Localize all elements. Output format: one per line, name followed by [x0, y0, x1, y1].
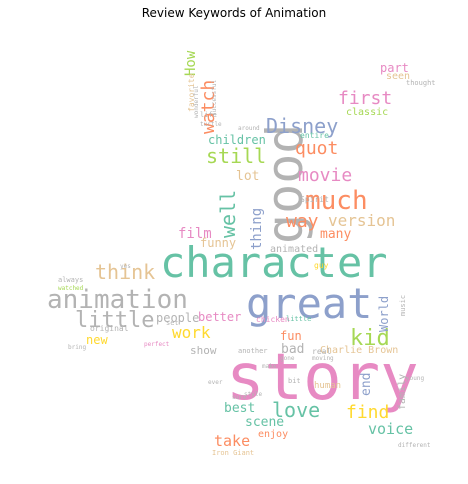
word-better: better: [198, 310, 242, 324]
word-many: many: [320, 227, 352, 242]
word-take: take: [214, 432, 251, 450]
word-funny: funny: [200, 236, 237, 250]
word-human: human: [314, 381, 342, 391]
word-disney: Disney: [266, 114, 339, 138]
word-scene: scene: [245, 415, 285, 430]
word-music: music: [399, 294, 407, 316]
word-set: set: [166, 319, 179, 327]
word-bad: bad: [281, 342, 305, 357]
word-another: another: [238, 347, 268, 355]
word-entire: entire: [300, 131, 329, 140]
word-first: first: [338, 88, 393, 109]
word-chicken: chicken: [256, 315, 290, 324]
word-little: little: [75, 308, 155, 333]
word-people: people: [156, 311, 200, 325]
word-voice: voice: [368, 420, 414, 438]
word-lot: lot: [236, 169, 260, 184]
word-style: style: [244, 391, 263, 398]
word-yes: yes: [120, 263, 131, 270]
word-love: love: [272, 398, 321, 422]
word-much: much: [305, 186, 368, 216]
word-best: best: [224, 401, 256, 416]
word-bit: bit: [288, 377, 301, 385]
word-film: film: [178, 226, 212, 242]
word-version: version: [328, 211, 396, 230]
word-animated: animated: [270, 244, 319, 255]
word-great: great: [246, 279, 373, 328]
word-gone: gone: [280, 355, 295, 362]
word-always: always: [58, 276, 84, 284]
word-original: original: [90, 324, 129, 333]
chart-title: Review Keywords of Animation: [141, 6, 327, 20]
word-successful: successful: [211, 79, 218, 116]
word-watched: watched: [58, 285, 84, 292]
word-iron-giant: Iron Giant: [212, 449, 255, 457]
word-new: new: [86, 333, 108, 347]
word-moving: moving: [312, 355, 334, 362]
word-story: story: [226, 341, 419, 415]
word-classic: classic: [346, 107, 389, 118]
word-bring: bring: [68, 344, 87, 351]
word-little-small: little: [286, 315, 312, 323]
word-find: find: [346, 402, 390, 423]
word-charlie-brown: Charlie Brown: [320, 345, 399, 356]
word-fun: fun: [280, 329, 302, 343]
word-work: work: [172, 323, 211, 342]
word-young: young: [406, 375, 425, 382]
word-spirit: Spirit: [300, 195, 329, 204]
word-show: show: [190, 344, 217, 357]
word-guy: guy: [314, 261, 329, 270]
word-seen: seen: [386, 71, 411, 82]
word-character: character: [160, 238, 388, 287]
word-different: different: [398, 442, 431, 449]
word-kid: kid: [350, 326, 390, 351]
word-quot: quot: [295, 138, 339, 159]
word-way: way: [286, 211, 319, 232]
word-enjoy: enjoy: [258, 429, 289, 440]
word-movie: movie: [298, 165, 353, 186]
word-still: still: [206, 144, 267, 168]
word-thing: thing: [249, 207, 265, 250]
word-world: World: [377, 295, 391, 332]
word-turtle: turtle: [200, 121, 222, 128]
word-make: make: [262, 363, 277, 370]
word-perfect: perfect: [144, 341, 170, 348]
word-around: around: [238, 125, 260, 132]
word-think: think: [95, 260, 156, 284]
word-well: well: [216, 189, 240, 238]
word-ever: ever: [208, 379, 223, 386]
word-animation: animation: [47, 285, 188, 315]
word-life: life: [200, 111, 217, 119]
word-real: real: [312, 347, 332, 356]
word-sure: sure: [232, 394, 247, 401]
word-thought: thought: [406, 79, 436, 87]
word-part: part: [380, 61, 409, 75]
word-children: children: [208, 133, 266, 147]
word-end: end: [359, 372, 374, 396]
